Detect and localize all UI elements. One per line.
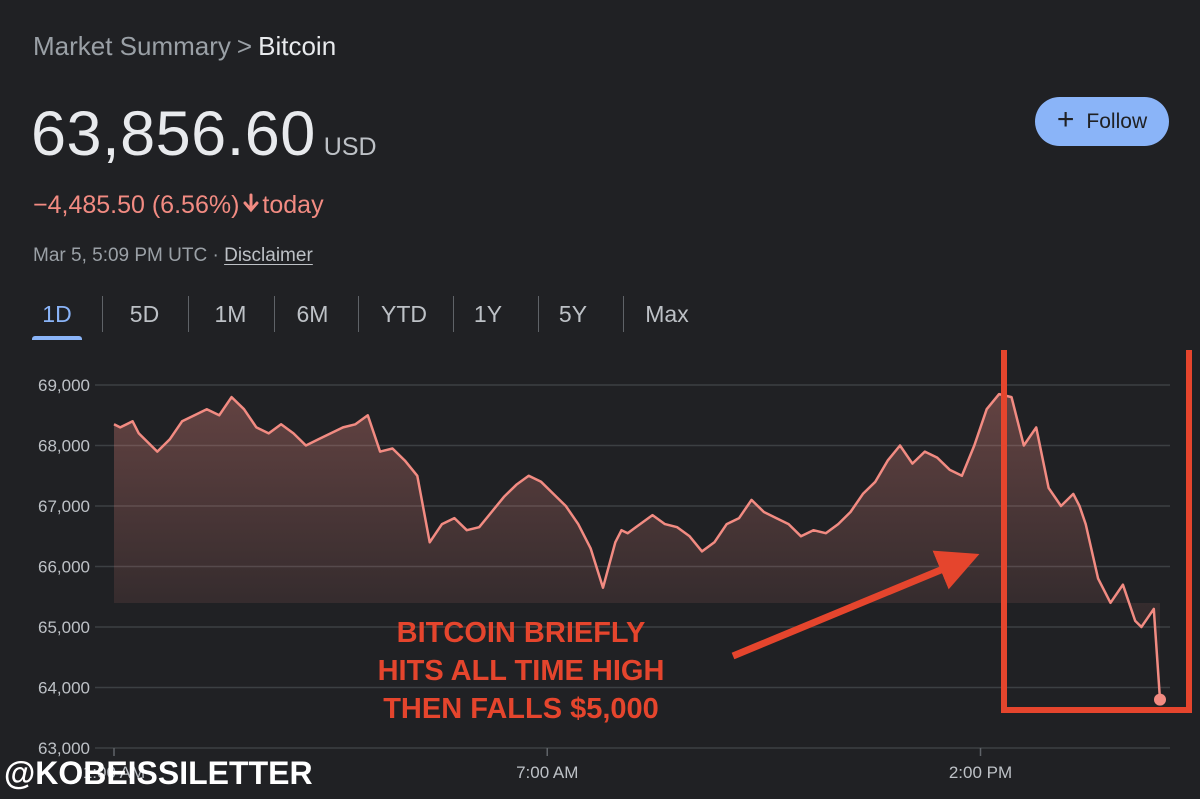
price-chart[interactable]: 69,000 68,000 67,000 66,000 65,000 64,000 63,0…: [0, 350, 1200, 799]
quote-meta: Mar 5, 5:09 PM UTC · Disclaimer: [33, 245, 313, 267]
plus-icon: +: [1056, 103, 1075, 136]
tab-1d-label: 1D: [42, 301, 72, 327]
tab-divider: [453, 296, 454, 332]
price-area: [114, 394, 1160, 700]
y-axis: 69,000 68,000 67,000 66,000 65,000 64,000 63,0…: [38, 376, 90, 758]
annotation-line: THEN FALLS $5,000: [383, 693, 659, 725]
tab-1y[interactable]: 1Y: [468, 292, 508, 337]
y-tick-label: 67,000: [38, 497, 90, 516]
tab-ytd[interactable]: YTD: [374, 292, 434, 337]
arrow-down-icon: [242, 191, 260, 220]
y-tick-label: 69,000: [38, 376, 90, 395]
tab-1y-label: 1Y: [473, 301, 503, 327]
breadcrumb-parent[interactable]: Market Summary: [33, 31, 231, 61]
x-tick-label: 1:00 AM: [83, 763, 145, 782]
tab-1m[interactable]: 1M: [208, 292, 253, 337]
y-tick-label: 63,000: [38, 739, 90, 758]
watermark: @KOBEISSILETTER: [4, 755, 313, 791]
tab-5d-label: 5D: [129, 301, 160, 327]
tab-divider: [102, 296, 103, 332]
tab-max[interactable]: Max: [639, 292, 695, 337]
y-tick-label: 64,000: [38, 679, 90, 698]
breadcrumb-current: Bitcoin: [258, 31, 337, 61]
active-tab-indicator: [32, 336, 82, 340]
follow-button[interactable]: + Follow: [1035, 97, 1169, 146]
breadcrumb: Market Summary > Bitcoin: [33, 31, 336, 62]
annotation-line: BITCOIN BRIEFLY: [396, 617, 646, 649]
tab-1m-label: 1M: [214, 301, 247, 327]
tab-divider: [188, 296, 189, 332]
disclaimer-link[interactable]: Disclaimer: [224, 245, 313, 266]
change-suffix: today: [262, 191, 324, 219]
tab-1d[interactable]: 1D: [32, 292, 82, 340]
y-tick-label: 66,000: [38, 558, 90, 577]
annotation-line: HITS ALL TIME HIGH: [377, 655, 665, 687]
current-price: 63,856.60: [31, 99, 316, 169]
tab-5y-label: 5Y: [558, 301, 588, 327]
x-axis: 1:00 AM 7:00 AM 2:00 PM: [83, 748, 1012, 782]
currency-label: USD: [323, 133, 377, 161]
x-tick-label: 2:00 PM: [949, 763, 1012, 782]
tab-divider: [623, 296, 624, 332]
y-tick-label: 65,000: [38, 618, 90, 637]
tab-5y[interactable]: 5Y: [553, 292, 593, 337]
chart-annotation: BITCOIN BRIEFLY HITS ALL TIME HIGH THEN …: [300, 614, 742, 728]
tab-divider: [538, 296, 539, 332]
tab-ytd-label: YTD: [381, 301, 427, 327]
tab-divider: [358, 296, 359, 332]
highlight-box: [1001, 350, 1192, 713]
tab-divider: [274, 296, 275, 332]
tab-5d[interactable]: 5D: [122, 292, 167, 337]
change-value: −4,485.50 (6.56%): [33, 191, 240, 219]
tab-6m-label: 6M: [296, 301, 329, 327]
x-tick-label: 7:00 AM: [516, 763, 578, 782]
meta-separator: ·: [212, 245, 219, 266]
annotation-arrow: [731, 550, 980, 660]
tab-6m[interactable]: 6M: [290, 292, 335, 337]
follow-label: Follow: [1086, 109, 1148, 133]
price-change: −4,485.50 (6.56%) today: [33, 191, 324, 220]
timestamp: Mar 5, 5:09 PM UTC: [33, 245, 208, 266]
tab-max-label: Max: [645, 301, 689, 327]
y-tick-label: 68,000: [38, 437, 90, 456]
breadcrumb-separator: >: [236, 31, 253, 61]
price-row: 63,856.60 USD: [31, 98, 377, 170]
last-price-dot: [1154, 693, 1166, 706]
